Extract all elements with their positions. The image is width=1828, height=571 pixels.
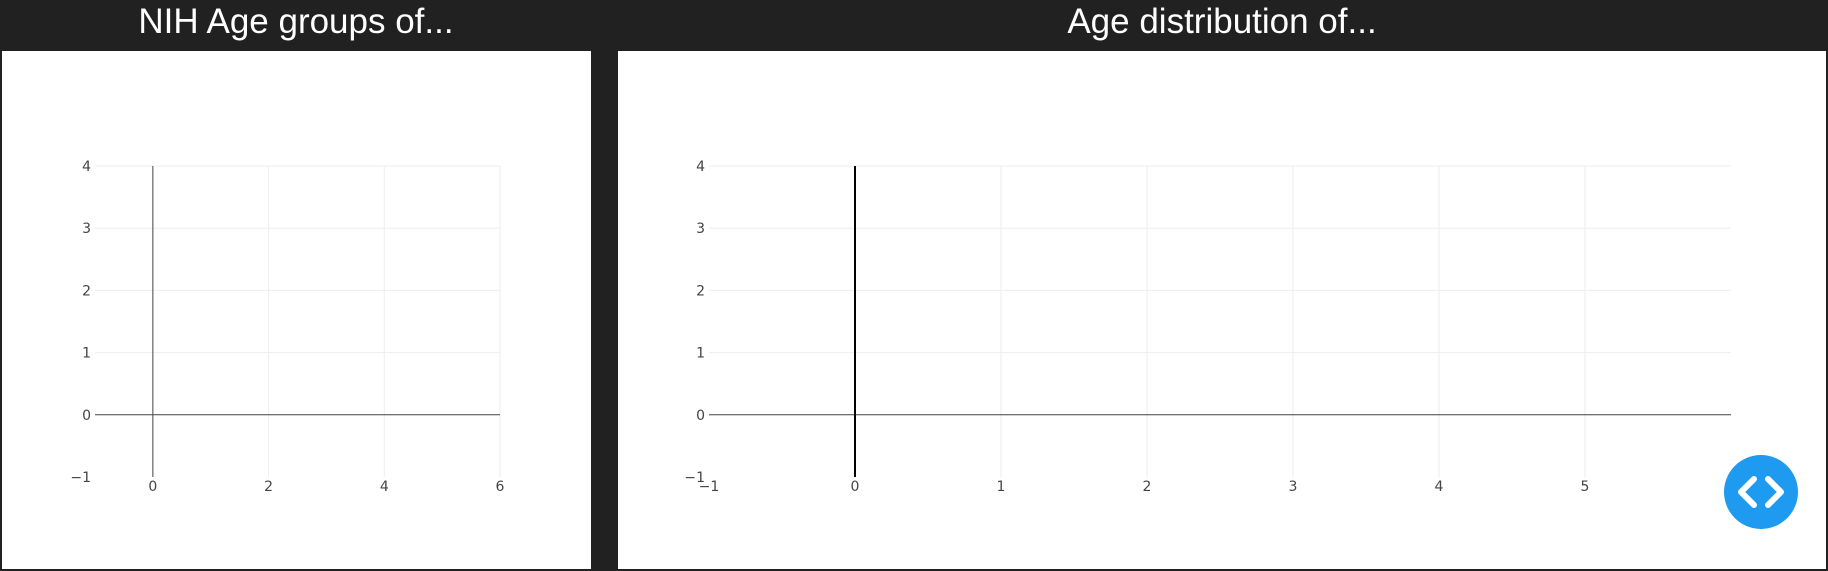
y-tick-label: −1	[70, 470, 91, 486]
chart-title-age-distribution: Age distribution of...	[1067, 2, 1377, 41]
x-tick-label: 4	[380, 479, 389, 495]
y-tick-label: 4	[696, 159, 705, 175]
y-tick-label: 2	[82, 283, 91, 299]
x-tick-label: 2	[1143, 479, 1152, 495]
y-tick-label: 1	[82, 346, 91, 362]
x-tick-label: −1	[699, 479, 720, 495]
y-tick-label: 3	[696, 221, 705, 237]
x-tick-label: 6	[496, 479, 505, 495]
age-groups-plot: −1 0 1 2 3 4 0 2 4 6	[70, 159, 505, 495]
chart-title-age-groups: NIH Age groups of...	[138, 2, 454, 41]
age-groups-chart[interactable]: −1 0 1 2 3 4 0 2 4 6	[2, 51, 591, 569]
x-tick-label: 5	[1581, 479, 1590, 495]
y-tick-label: 0	[696, 408, 705, 424]
x-tick-label: 0	[851, 479, 860, 495]
x-tick-label: 1	[997, 479, 1006, 495]
age-distribution-plot: −1 0 1 2 3 4 −1 0 1 2 3 4 5	[684, 159, 1731, 495]
code-toggle-button[interactable]	[1724, 455, 1798, 529]
y-tick-label: −1	[684, 470, 705, 486]
x-tick-label: 2	[264, 479, 273, 495]
y-tick-label: 4	[82, 159, 91, 175]
x-tick-label: 0	[148, 479, 157, 495]
x-tick-label: 4	[1435, 479, 1444, 495]
y-tick-label: 1	[696, 346, 705, 362]
y-tick-label: 0	[82, 408, 91, 424]
x-tick-label: 3	[1289, 479, 1298, 495]
y-tick-label: 3	[82, 221, 91, 237]
code-icon	[1738, 476, 1784, 508]
y-tick-label: 2	[696, 283, 705, 299]
age-distribution-chart[interactable]: −1 0 1 2 3 4 −1 0 1 2 3 4 5	[618, 51, 1826, 569]
